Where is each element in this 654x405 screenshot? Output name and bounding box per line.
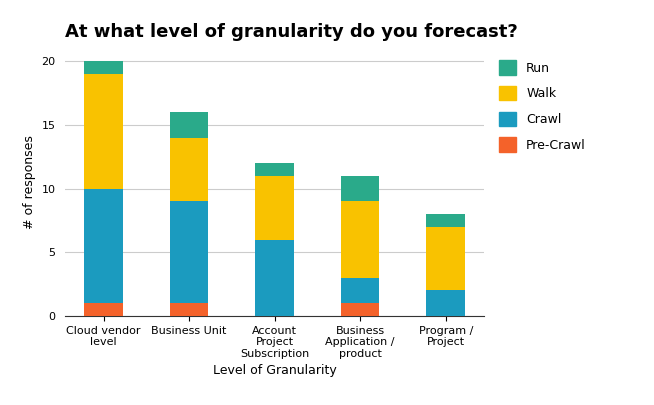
Bar [170,201,209,303]
Bar [426,290,465,316]
Bar [341,303,379,316]
Bar [426,214,465,227]
Bar [256,163,294,176]
Bar [256,176,294,239]
Text: At what level of granularity do you forecast?: At what level of granularity do you fore… [65,23,518,41]
Bar [84,303,123,316]
Bar [341,176,379,201]
Bar [84,61,123,74]
Bar [84,74,123,189]
Bar [84,189,123,303]
Bar [341,201,379,278]
Bar [170,138,209,201]
Bar [341,278,379,303]
X-axis label: Level of Granularity: Level of Granularity [213,364,337,377]
Y-axis label: # of responses: # of responses [23,135,36,229]
Bar [256,239,294,316]
Bar [426,227,465,290]
Legend: Run, Walk, Crawl, Pre-Crawl: Run, Walk, Crawl, Pre-Crawl [498,60,586,152]
Bar [170,303,209,316]
Bar [170,112,209,138]
